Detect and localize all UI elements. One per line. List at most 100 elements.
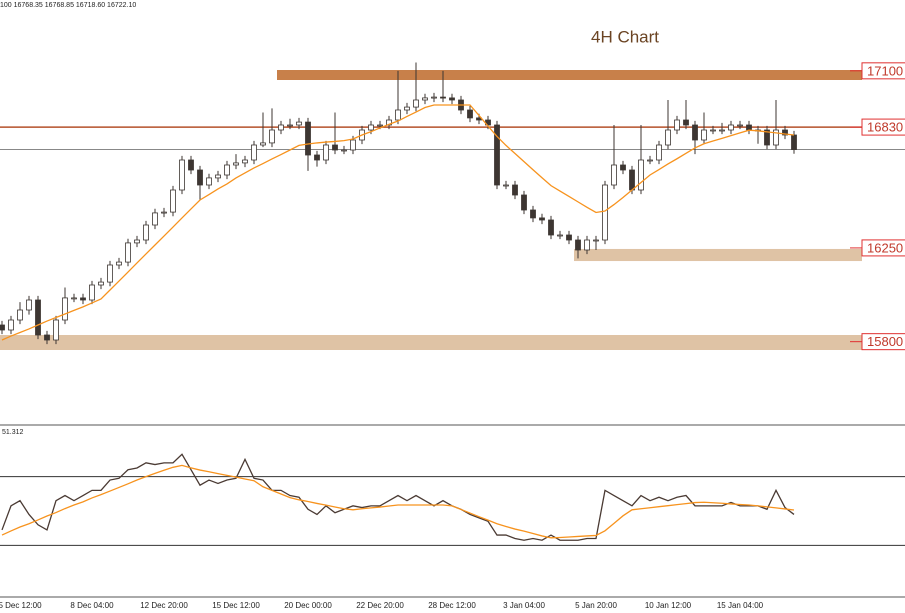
level-label: 15800 <box>867 334 903 349</box>
level-label-box <box>861 62 905 80</box>
candle-body <box>8 319 14 331</box>
candle-body <box>638 159 644 191</box>
candle-body <box>71 297 77 300</box>
candle-body <box>413 99 419 108</box>
level-label-box <box>861 239 905 257</box>
candle-body <box>53 319 59 341</box>
candle-body <box>17 309 23 321</box>
candle-body <box>422 97 428 101</box>
candle-body <box>44 334 50 341</box>
candle-body <box>0 324 5 331</box>
candle-body <box>647 159 653 162</box>
candle-body <box>188 159 194 171</box>
candle-body <box>98 281 104 286</box>
candle-body <box>161 211 167 214</box>
candle-body <box>80 297 86 301</box>
candle-body <box>350 139 356 151</box>
candle-body <box>737 124 743 127</box>
candle-body <box>710 129 716 132</box>
candle-body <box>251 144 257 161</box>
candle-body <box>278 124 284 131</box>
candle-body <box>566 234 572 241</box>
zone-band <box>277 70 862 80</box>
candle-body <box>152 212 158 226</box>
candle-body <box>233 162 239 166</box>
candle-body <box>557 234 563 237</box>
candle-body <box>719 129 725 132</box>
zone-band <box>0 335 862 350</box>
candle-body <box>584 239 590 251</box>
level-label-box <box>861 118 905 136</box>
candle-body <box>782 129 788 136</box>
candle-body <box>368 124 374 131</box>
x-tick-label: 8 Dec 04:00 <box>70 601 114 610</box>
candle-body <box>575 239 581 251</box>
candle-body <box>26 299 32 311</box>
candle-body <box>305 121 311 156</box>
candle-body <box>593 239 599 242</box>
level-label: 16250 <box>867 240 903 255</box>
x-tick-label: 12 Dec 20:00 <box>140 601 188 610</box>
indicator-value: 51.312 <box>2 429 24 436</box>
candle-body <box>611 164 617 186</box>
candle-body <box>764 129 770 146</box>
level-label-box <box>861 333 905 351</box>
candle-body <box>89 284 95 301</box>
candle-body <box>197 169 203 186</box>
x-tick-label: 3 Jan 04:00 <box>503 601 545 610</box>
candle-body <box>467 109 473 119</box>
x-tick-label: 20 Dec 00:00 <box>284 601 332 610</box>
level-label: 17100 <box>867 63 903 78</box>
candle-body <box>692 124 698 141</box>
candle-body <box>35 299 41 336</box>
x-tick-label: 15 Dec 12:00 <box>212 601 260 610</box>
candle-body <box>116 261 122 266</box>
candle-body <box>746 124 752 131</box>
candle-body <box>224 164 230 176</box>
candle-body <box>179 159 185 191</box>
candle-body <box>107 264 113 283</box>
candle-body <box>332 144 338 151</box>
candle-body <box>170 189 176 213</box>
candle-body <box>125 242 131 263</box>
candle-body <box>665 129 671 146</box>
candle-body <box>206 177 212 186</box>
candle-body <box>674 119 680 131</box>
candle-body <box>503 184 509 187</box>
candle-body <box>134 239 140 244</box>
candle-body <box>791 134 797 150</box>
zone-band <box>574 248 862 262</box>
candle-body <box>440 96 446 99</box>
candle-body <box>701 129 707 141</box>
candle-body <box>521 194 527 211</box>
x-tick-label: 5 Dec 12:00 <box>0 601 42 610</box>
candle-body <box>602 184 608 241</box>
candle-body <box>494 124 500 186</box>
header-text: 100 16768.35 16768.85 16718.60 16722.10 <box>0 2 136 9</box>
indicator-line <box>1 453 795 541</box>
candle-body <box>548 219 554 236</box>
x-tick-label: 5 Jan 20:00 <box>575 601 617 610</box>
x-tick-label: 28 Dec 12:00 <box>428 601 476 610</box>
x-tick-label: 22 Dec 20:00 <box>356 601 404 610</box>
moving-average <box>1 104 795 341</box>
candle-body <box>431 96 437 99</box>
candle-body <box>773 129 779 146</box>
candle-body <box>314 154 320 161</box>
indicator-line <box>1 464 795 539</box>
candle-body <box>323 144 329 161</box>
candle-body <box>395 109 401 121</box>
chart-title: 4H Chart <box>591 27 659 46</box>
candle-body <box>629 169 635 191</box>
candle-body <box>683 119 689 126</box>
candle-body <box>143 224 149 241</box>
candle-body <box>287 124 293 127</box>
candle-body <box>539 217 545 221</box>
candle-body <box>449 97 455 101</box>
candle-body <box>215 174 221 179</box>
candle-body <box>620 164 626 171</box>
candle-body <box>512 184 518 196</box>
candle-body <box>341 149 347 152</box>
candle-body <box>377 124 383 127</box>
